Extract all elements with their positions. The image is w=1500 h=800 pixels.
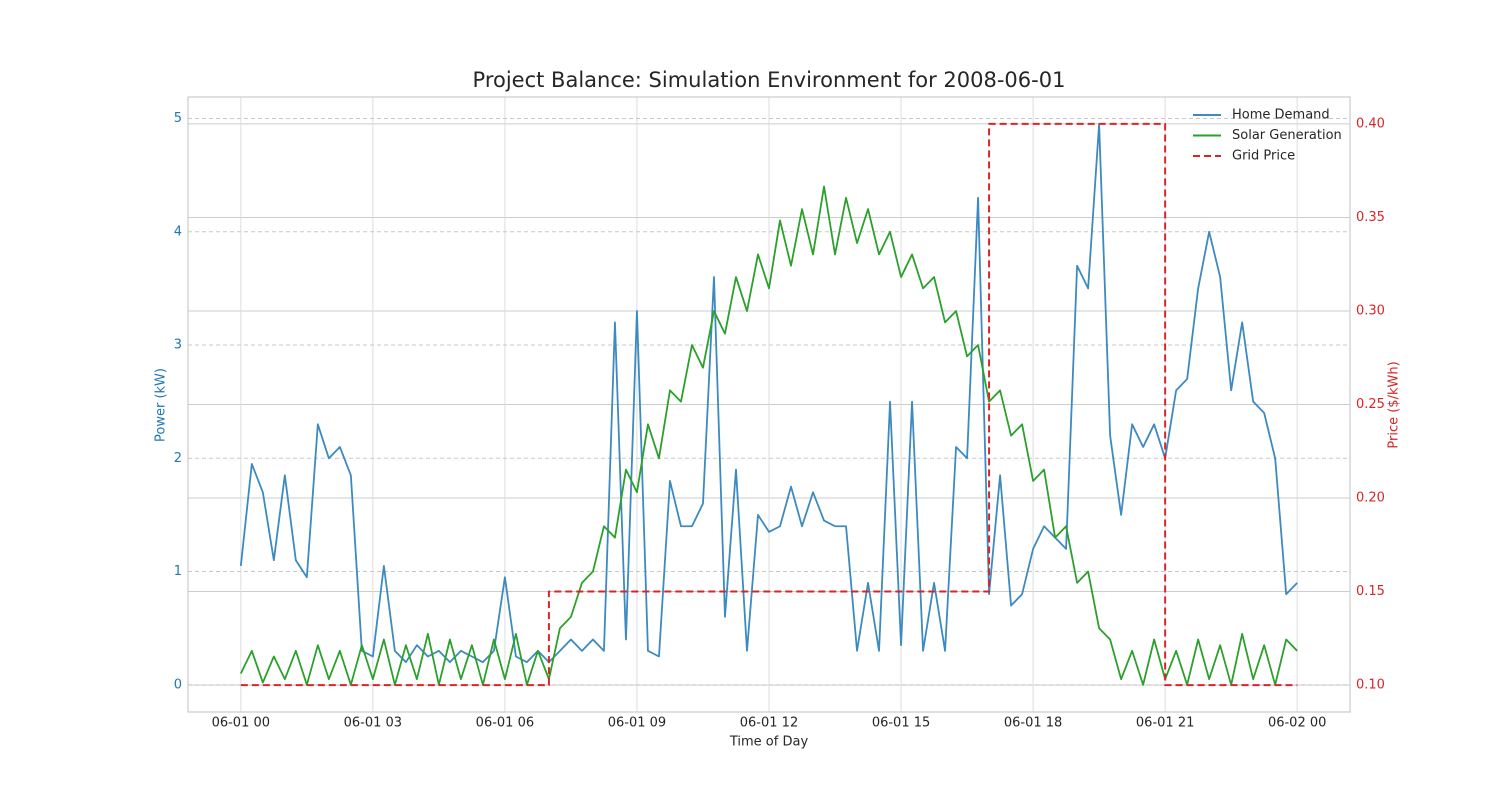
legend-label: Solar Generation bbox=[1232, 128, 1342, 143]
x-axis-label: Time of Day bbox=[729, 735, 809, 750]
y2-tick-label: 0.40 bbox=[1356, 116, 1385, 131]
x-tick-label: 06-01 06 bbox=[476, 716, 534, 731]
x-tick-label: 06-01 18 bbox=[1004, 716, 1062, 731]
y-axis-label: Power (kW) bbox=[154, 368, 169, 442]
series-line bbox=[240, 122, 1298, 687]
x-tick-label: 06-01 15 bbox=[872, 716, 930, 731]
y2-tick-label: 0.20 bbox=[1356, 491, 1385, 506]
chart-title: Project Balance: Simulation Environment … bbox=[473, 68, 1066, 92]
y2-tick-label: 0.15 bbox=[1356, 584, 1385, 599]
y-tick-label: 2 bbox=[174, 451, 182, 466]
plot-frame bbox=[187, 96, 1351, 713]
y-tick-label: 1 bbox=[174, 564, 182, 579]
x-tick-label: 06-02 00 bbox=[1268, 716, 1326, 731]
series-line bbox=[239, 123, 1298, 664]
y-tick-label: 4 bbox=[174, 224, 182, 239]
y2-tick-label: 0.10 bbox=[1356, 678, 1385, 693]
x-tick-label: 06-01 00 bbox=[212, 716, 270, 731]
legend-label: Home Demand bbox=[1232, 108, 1330, 123]
y2-tick-label: 0.30 bbox=[1356, 303, 1385, 318]
y2-axis-label: Price ($/kWh) bbox=[1387, 361, 1402, 448]
y-tick-label: 0 bbox=[174, 677, 182, 692]
x-tick-label: 06-01 09 bbox=[608, 716, 666, 731]
legend-label: Grid Price bbox=[1232, 149, 1295, 164]
x-tick-label: 06-01 21 bbox=[1136, 716, 1194, 731]
series-line bbox=[240, 185, 1298, 686]
y-tick-label: 5 bbox=[174, 111, 182, 126]
x-tick-label: 06-01 03 bbox=[344, 716, 402, 731]
y-tick-label: 3 bbox=[174, 338, 182, 353]
y2-tick-label: 0.25 bbox=[1356, 397, 1385, 412]
x-tick-label: 06-01 12 bbox=[740, 716, 798, 731]
y2-tick-label: 0.35 bbox=[1356, 210, 1385, 225]
